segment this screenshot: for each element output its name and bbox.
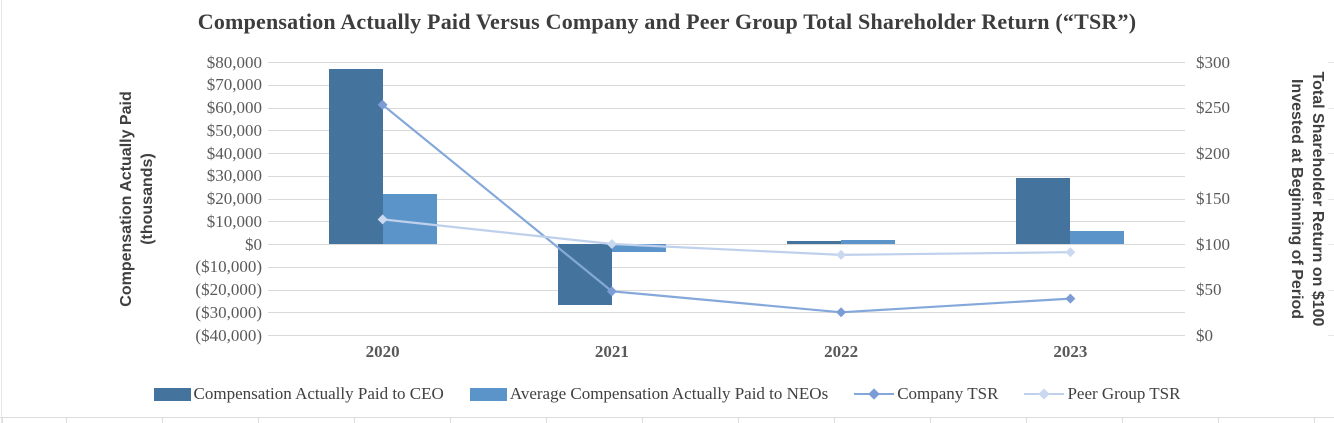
right-axis-tick: $0 [1196, 325, 1213, 345]
left-axis-tick: $40,000 [206, 143, 262, 163]
worksheet-cell-tick [162, 417, 163, 423]
legend-line-marker-peer-group-tsr [1024, 388, 1065, 400]
marker-company-tsr-2021[interactable] [606, 286, 617, 297]
legend-label: Company TSR [897, 384, 999, 403]
worksheet-cell-tick [546, 417, 547, 423]
gridline [268, 289, 1185, 291]
legend-item-company-tsr[interactable]: Company TSR [854, 384, 998, 404]
category-label: 2022 [824, 342, 859, 361]
gridline [268, 221, 1185, 223]
marker-peer-group-tsr-2022[interactable] [836, 249, 847, 260]
gridline [268, 266, 1185, 268]
worksheet-cell-tick [354, 417, 355, 423]
gridline [268, 62, 1185, 63]
category-label: 2021 [594, 342, 629, 361]
line-company-tsr[interactable] [381, 103, 1071, 314]
left-axis-tick: ($10,000) [195, 257, 262, 277]
legend-item-peer-group-tsr[interactable]: Peer Group TSR [1024, 384, 1180, 404]
bar-average-compensation-actually-paid-to-neos-2022[interactable] [841, 240, 896, 244]
bar-average-compensation-actually-paid-to-neos-2023[interactable] [1070, 230, 1125, 244]
right-axis-tick: $250 [1196, 98, 1230, 117]
bar-average-compensation-actually-paid-to-neos-2020[interactable] [382, 193, 437, 244]
left-axis-tick: $0 [245, 234, 262, 254]
legend-item-compensation-actually-paid-to-ceo[interactable]: Compensation Actually Paid to CEO [153, 384, 444, 404]
legend: Compensation Actually Paid to CEO Average… [0, 384, 1334, 404]
left-axis-tick: $70,000 [206, 75, 262, 95]
right-axis-tick: $150 [1196, 189, 1230, 208]
line-peer-group-tsr[interactable] [382, 218, 1071, 257]
legend-swatch-compensation-actually-paid-to-ceo [153, 387, 191, 401]
gridline [268, 107, 1185, 109]
marker-peer-group-tsr-2023[interactable] [1065, 247, 1076, 258]
left-axis-tick: ($20,000) [195, 280, 262, 299]
worksheet-gridline-fragment [1328, 289, 1334, 291]
marker-company-tsr-2023[interactable] [1065, 293, 1076, 304]
bar-average-compensation-actually-paid-to-neos-2021[interactable] [611, 244, 666, 253]
worksheet-gridline-fragment [1328, 107, 1334, 109]
worksheet-gridline-fragment [1328, 62, 1334, 63]
gridline [268, 153, 1185, 154]
legend-swatch-average-compensation-actually-paid-to-neos [469, 387, 507, 401]
gridline [268, 244, 1185, 245]
worksheet-cell-tick [258, 417, 259, 423]
worksheet-gridline-fragment [1328, 335, 1334, 336]
worksheet-cell-tick [738, 417, 739, 423]
left-axis-tick: $20,000 [206, 189, 262, 208]
left-axis-tick: $30,000 [206, 166, 262, 186]
left-axis-tick: $50,000 [206, 120, 262, 140]
marker-peer-group-tsr-2020[interactable] [377, 214, 388, 225]
legend-label: Compensation Actually Paid to CEO [193, 384, 444, 403]
bar-compensation-actually-paid-to-ceo-2022[interactable] [787, 241, 842, 244]
category-label: 2023 [1053, 342, 1088, 361]
marker-company-tsr-2022[interactable] [836, 307, 847, 318]
bar-compensation-actually-paid-to-ceo-2020[interactable] [328, 68, 383, 244]
left-axis-tick: ($40,000) [195, 325, 262, 345]
worksheet-gridline-fragment [1328, 244, 1334, 245]
chart-title: Compensation Actually Paid Versus Compan… [197, 9, 1137, 34]
legend-item-average-compensation-actually-paid-to-neos[interactable]: Average Compensation Actually Paid to NE… [469, 384, 829, 404]
worksheet-edge-left [1, 0, 2, 423]
worksheet-cell-tick [66, 417, 67, 423]
worksheet-cell-tick [834, 417, 835, 423]
legend-line-marker-company-tsr [854, 388, 895, 400]
right-axis-tick: $100 [1196, 234, 1230, 254]
left-axis-tick: ($30,000) [195, 302, 262, 322]
legend-label: Peer Group TSR [1067, 384, 1181, 403]
right-axis-tick: $50 [1196, 280, 1222, 299]
right-axis-tick: $300 [1196, 52, 1230, 72]
gridline [268, 84, 1185, 86]
worksheet-cell-tick [1218, 417, 1219, 423]
worksheet-cell-tick [930, 417, 931, 423]
worksheet-gridline-fragment [1328, 198, 1334, 200]
left-axis-tick: $60,000 [206, 98, 262, 117]
gridline [268, 335, 1185, 336]
worksheet-cell-tick [1314, 417, 1315, 423]
worksheet-gridline-fragment [1328, 153, 1334, 154]
gridline [268, 312, 1185, 314]
worksheet-row-border [0, 417, 1334, 418]
category-label: 2020 [365, 342, 400, 361]
gridline [268, 130, 1185, 132]
left-axis-tick: $80,000 [206, 52, 262, 72]
worksheet-cell-tick [1026, 417, 1027, 423]
bar-compensation-actually-paid-to-ceo-2023[interactable] [1016, 178, 1071, 244]
legend-label: Average Compensation Actually Paid to NE… [509, 384, 829, 403]
gridline [268, 175, 1185, 177]
worksheet-cell-tick [450, 417, 451, 423]
worksheet-cell-tick [1122, 417, 1123, 423]
marker-peer-group-tsr-2021[interactable] [606, 239, 617, 249]
worksheet-cell-tick [642, 417, 643, 423]
worksheet-cell-tick [2, 417, 3, 423]
marker-company-tsr-2020[interactable] [377, 99, 388, 110]
left-axis-tick: $10,000 [206, 211, 262, 231]
right-axis-tick: $200 [1196, 143, 1230, 163]
gridline [268, 198, 1185, 200]
